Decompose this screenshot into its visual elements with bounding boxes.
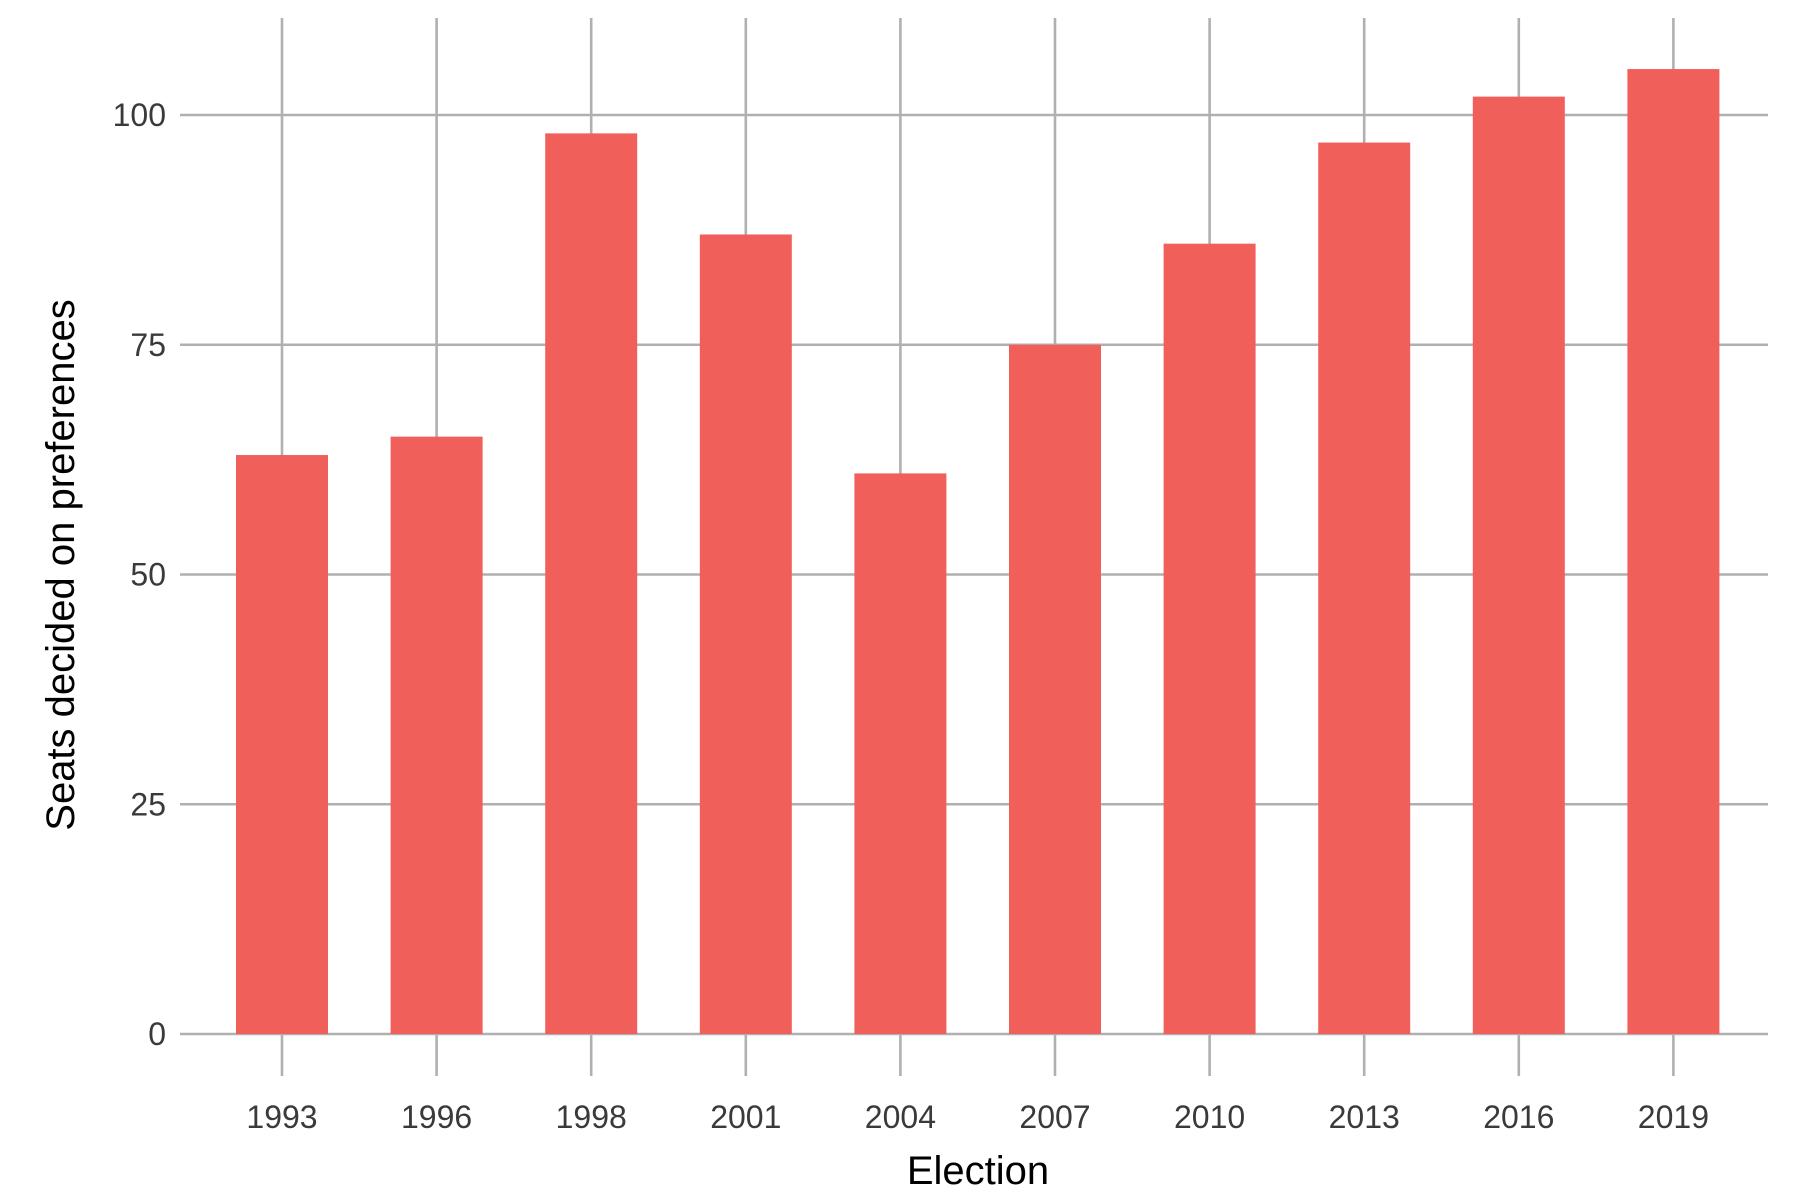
bar-2007 [1009,344,1101,1034]
x-axis-title: Election [907,1149,1049,1193]
x-tick-label: 1993 [246,1099,317,1135]
x-tick-label: 1998 [556,1099,627,1135]
x-tick-label: 2007 [1019,1099,1090,1135]
x-tick-label: 2004 [865,1099,936,1135]
bar-2004 [854,473,947,1034]
bar-1996 [390,436,483,1034]
y-axis-title: Seats decided on preferences [39,299,83,830]
bar-2016 [1472,96,1565,1035]
x-tick-labels: 1993 1996 1998 2001 2004 2007 2010 2013 2016 2019 [246,1099,1709,1135]
y-tick-label: 25 [130,786,166,822]
y-tick-label: 75 [130,327,166,363]
y-tick-label: 0 [148,1016,166,1052]
x-tick-label: 2019 [1638,1099,1709,1135]
x-tick-label: 1996 [401,1099,472,1135]
bars [236,69,1720,1035]
x-tick-label: 2016 [1483,1099,1554,1135]
x-tick-label: 2010 [1174,1099,1245,1135]
bar-1998 [545,133,638,1034]
bar-2019 [1627,69,1720,1035]
x-tick-label: 2001 [710,1099,781,1135]
bar-2001 [699,234,792,1035]
bar-2013 [1318,142,1411,1034]
y-tick-label: 50 [130,557,166,593]
bar-2010 [1163,243,1256,1034]
y-tick-labels: 0 25 50 75 100 [113,97,166,1052]
y-tick-label: 100 [113,97,166,133]
bar-1993 [236,455,328,1034]
x-tick-label: 2013 [1329,1099,1400,1135]
